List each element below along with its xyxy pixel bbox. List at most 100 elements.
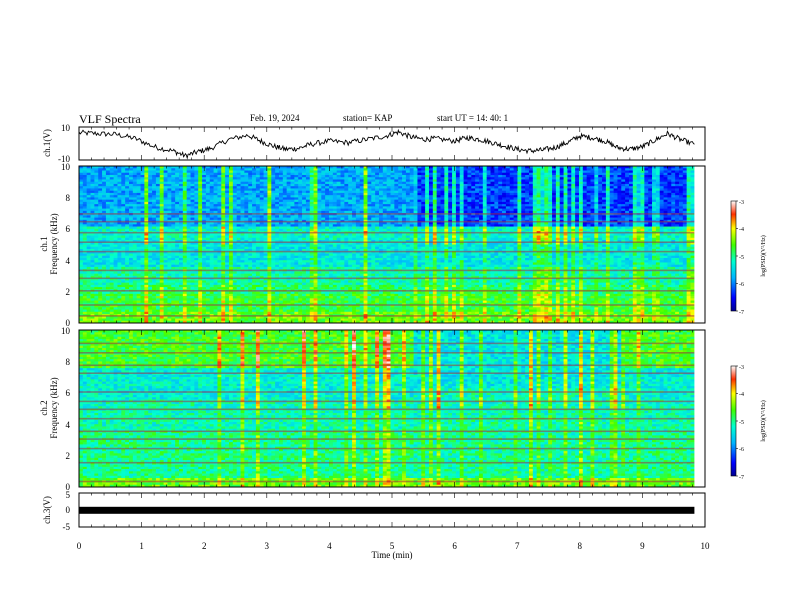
spectrogram-cell	[132, 296, 138, 299]
spectrogram-cell	[263, 192, 268, 196]
spectrogram-cell	[290, 246, 295, 250]
spectrogram-cell	[232, 246, 238, 250]
spectrogram-cell	[213, 222, 218, 225]
spectrogram-cell	[213, 244, 218, 248]
spectrogram-cell	[336, 206, 341, 209]
spectrogram-cell	[125, 251, 130, 254]
spectrogram-cell	[213, 307, 218, 310]
spectrogram-cell	[348, 217, 353, 221]
spectrogram-cell	[263, 291, 268, 295]
spectrogram-cell	[248, 264, 253, 268]
spectrogram-cell	[198, 257, 203, 261]
spectrogram-cell	[259, 197, 264, 200]
spectrogram-cell	[132, 226, 138, 230]
spectrogram-cell	[221, 174, 226, 178]
spectrogram-cell	[82, 172, 88, 176]
spectrogram-cell	[105, 166, 111, 169]
spectrogram-cell	[236, 240, 241, 243]
spectrogram-cell	[82, 266, 88, 270]
spectrogram-cell	[236, 244, 241, 248]
spectrogram-cell	[105, 174, 111, 178]
spectrogram-cell	[159, 210, 164, 214]
spectrogram-cell	[248, 197, 253, 200]
spectrogram-cell	[328, 318, 334, 322]
ch1-spectrogram-image	[79, 166, 705, 324]
spectrogram-cell	[86, 253, 91, 257]
spectrogram-cell	[148, 168, 153, 171]
spectrogram-cell	[136, 291, 141, 295]
spectrogram-cell	[179, 302, 184, 306]
spectrogram-cell	[236, 186, 241, 189]
spectrogram-cell	[179, 177, 184, 180]
spectrogram-cell	[232, 293, 238, 297]
spectrogram-cell	[136, 262, 141, 266]
spectrogram-cell	[305, 233, 311, 236]
spectrogram-cell	[302, 248, 307, 252]
spectrogram-cell	[113, 188, 118, 192]
spectrogram-cell	[109, 260, 114, 263]
spectrogram-cell	[255, 291, 261, 295]
spectrogram-cell	[125, 240, 130, 243]
spectrogram-cell	[225, 266, 230, 270]
spectrogram-cell	[105, 217, 111, 221]
spectrogram-cell	[102, 311, 107, 315]
spectrogram-cell	[117, 226, 122, 230]
spectrogram-cell	[179, 244, 184, 248]
spectrogram-cell	[190, 172, 195, 176]
spectrogram-cell	[148, 174, 153, 178]
spectrogram-cell	[259, 170, 264, 174]
spectrogram-cell	[186, 215, 191, 218]
spectrogram-cell	[217, 280, 222, 283]
spectrogram-cell	[86, 251, 91, 254]
spectrogram-cell	[129, 197, 134, 200]
spectrogram-cell	[244, 278, 249, 281]
spectrogram-cell	[209, 177, 214, 180]
spectrogram-cell	[228, 199, 234, 203]
spectrogram-cell	[317, 242, 322, 245]
spectrogram-cell	[209, 246, 214, 250]
spectrogram-cell	[194, 197, 199, 200]
spectrogram-cell	[121, 172, 126, 176]
spectrogram-cell	[171, 278, 176, 281]
spectrogram-cell	[248, 316, 253, 319]
spectrogram-cell	[259, 260, 264, 263]
spectrogram-cell	[336, 266, 341, 270]
spectrogram-cell	[240, 222, 245, 225]
spectrogram-cell	[148, 226, 153, 230]
spectrogram-cell	[121, 316, 126, 319]
spectrogram-cell	[194, 224, 199, 227]
spectrogram-cell	[113, 183, 118, 187]
spectrogram-cell	[86, 179, 91, 183]
spectrogram-cell	[94, 320, 99, 324]
spectrogram-cell	[263, 253, 268, 257]
spectrogram-cell	[290, 168, 295, 171]
spectrogram-cell	[302, 206, 307, 209]
spectrogram-cell	[109, 309, 114, 313]
spectrogram-cell	[175, 181, 180, 185]
spectrogram-cell	[217, 287, 222, 290]
spectrogram-cell	[113, 320, 118, 324]
spectrogram-cell	[190, 210, 195, 214]
spectrogram-cell	[98, 246, 103, 250]
spectrogram-cell	[171, 188, 176, 192]
spectrogram-cell	[344, 257, 349, 261]
spectrogram-cell	[113, 296, 118, 299]
spectrogram-cell	[155, 251, 161, 254]
spectrogram-cell	[248, 311, 253, 315]
spectrogram-cell	[236, 296, 241, 299]
spectrogram-cell	[217, 197, 222, 200]
spectrogram-cell	[336, 244, 341, 248]
spectrogram-cell	[305, 278, 311, 281]
spectrogram-cell	[163, 201, 168, 205]
spectrogram-cell	[102, 280, 107, 283]
spectrogram-cell	[140, 280, 145, 283]
spectrogram-cell	[186, 266, 191, 270]
spectrogram-cell	[340, 271, 345, 274]
spectrogram-cell	[286, 190, 291, 194]
spectrogram-cell	[332, 210, 338, 214]
spectrogram-cell	[225, 318, 230, 322]
spectrogram-cell	[305, 228, 311, 232]
spectrogram-cell	[271, 273, 276, 277]
spectrogram-cell	[217, 174, 222, 178]
spectrogram-cell	[117, 278, 122, 281]
